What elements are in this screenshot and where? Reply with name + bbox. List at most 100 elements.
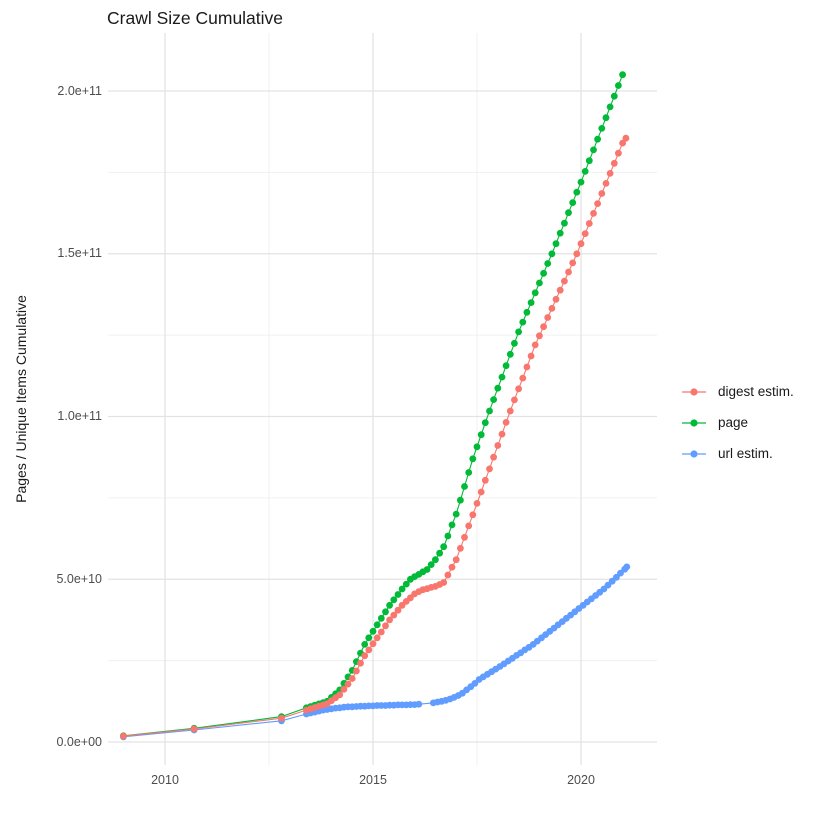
data-point <box>519 318 527 326</box>
data-point <box>457 496 464 504</box>
data-point <box>394 591 402 598</box>
data-point <box>465 469 473 476</box>
data-point <box>336 691 344 699</box>
data-point <box>506 350 514 358</box>
data-point <box>365 646 373 654</box>
data-point <box>481 419 489 427</box>
data-point <box>415 700 423 708</box>
data-point <box>622 134 630 142</box>
data-point <box>436 549 443 557</box>
data-point <box>377 628 385 636</box>
data-point <box>457 544 464 552</box>
data-point <box>552 295 560 303</box>
data-point <box>494 384 502 392</box>
data-point <box>506 407 514 415</box>
data-point <box>120 732 127 740</box>
data-point <box>486 465 493 473</box>
data-point <box>623 563 631 571</box>
data-point <box>498 373 506 381</box>
data-point <box>544 260 552 267</box>
data-point <box>477 488 485 496</box>
data-point <box>353 667 360 675</box>
data-point <box>452 556 460 564</box>
data-point <box>577 178 585 186</box>
x-tick-label: 2010 <box>151 773 179 787</box>
data-point <box>373 621 381 629</box>
data-point <box>423 566 431 573</box>
data-point <box>581 230 589 238</box>
data-point <box>619 71 626 79</box>
x-tick-label: 2020 <box>567 773 595 787</box>
series-line-url-estim- <box>123 566 628 738</box>
data-point <box>515 328 522 336</box>
data-point <box>490 453 497 461</box>
data-point <box>606 170 614 177</box>
data-point <box>548 305 556 312</box>
data-point <box>382 622 389 630</box>
data-point <box>590 210 597 217</box>
data-point <box>361 652 369 660</box>
data-point <box>190 725 198 733</box>
data-point <box>577 240 585 248</box>
data-point <box>465 522 473 530</box>
data-point <box>615 82 622 89</box>
data-point <box>340 685 348 693</box>
data-point <box>469 511 477 519</box>
legend-item-label: page <box>718 415 749 430</box>
legend-key-icon <box>682 387 706 396</box>
data-point <box>598 190 606 197</box>
data-point <box>398 585 406 593</box>
data-point <box>461 533 468 541</box>
data-point <box>473 500 481 507</box>
data-point <box>613 573 620 581</box>
data-point <box>373 634 381 642</box>
legend-item-label: digest estim. <box>718 384 794 399</box>
data-point <box>573 188 581 196</box>
data-point <box>565 268 572 276</box>
data-point <box>536 332 543 340</box>
data-point <box>585 220 593 227</box>
data-point <box>402 580 410 588</box>
data-point <box>486 407 493 415</box>
data-point <box>278 714 285 722</box>
data-point <box>581 168 589 175</box>
y-tick-label: 2.0e+11 <box>57 83 102 98</box>
data-point <box>448 563 456 571</box>
data-point <box>606 103 614 111</box>
data-point <box>610 92 618 100</box>
data-point <box>590 146 597 154</box>
legend-key-dot <box>690 449 698 458</box>
data-point <box>556 286 564 294</box>
data-point <box>444 532 452 540</box>
data-point <box>477 431 485 439</box>
data-point <box>511 339 518 347</box>
data-point <box>494 442 502 449</box>
data-point <box>427 561 435 568</box>
data-point <box>498 430 506 438</box>
y-tick-label: 5.0e+10 <box>56 571 102 586</box>
legend: digest estim. page url estim. <box>681 376 794 469</box>
legend-item: url estim. <box>681 438 794 469</box>
data-point <box>536 279 543 287</box>
data-point <box>615 149 622 157</box>
data-point <box>361 641 369 648</box>
data-point <box>469 455 477 463</box>
data-point <box>461 483 468 490</box>
y-axis-title: Pages / Unique Items Cumulative <box>13 295 29 503</box>
data-point <box>540 323 547 331</box>
data-point <box>511 396 518 404</box>
legend-key-icon <box>682 449 706 458</box>
data-point <box>452 510 460 518</box>
data-point <box>594 200 601 208</box>
data-point <box>386 601 393 609</box>
data-point <box>540 269 547 277</box>
data-point <box>548 250 556 258</box>
data-point <box>598 124 606 132</box>
data-point <box>552 240 560 248</box>
data-point <box>490 396 497 403</box>
data-point <box>369 627 377 635</box>
data-point <box>544 314 552 321</box>
data-point <box>365 634 373 642</box>
data-point <box>390 611 398 619</box>
